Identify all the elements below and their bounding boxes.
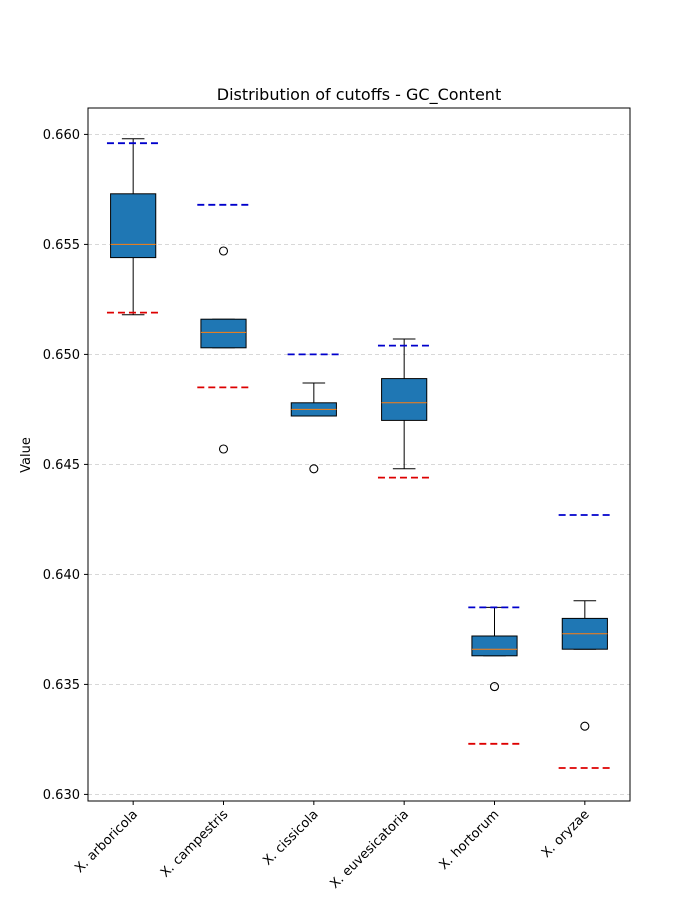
box-iqr [381, 378, 428, 421]
y-tick-label: 0.655 [43, 238, 80, 253]
outlier-point [309, 464, 319, 474]
box-iqr [471, 635, 518, 657]
outlier-point [489, 682, 500, 692]
outlier-point [218, 444, 229, 454]
y-axis-label: Value [19, 437, 34, 473]
plot-frame [87, 107, 631, 802]
y-tick-label: 0.650 [43, 348, 80, 363]
y-tick-label: 0.645 [43, 458, 80, 473]
plot-marks [106, 138, 612, 769]
box-iqr [200, 318, 247, 349]
y-tick-label: 0.640 [43, 568, 80, 583]
y-tick-label: 0.630 [43, 788, 80, 803]
grid-lines [88, 133, 630, 795]
y-tick-label: 0.660 [43, 128, 80, 143]
y-tick-label: 0.635 [43, 678, 80, 693]
chart-title: Distribution of cutoffs - GC_Content [217, 85, 501, 105]
box-iqr [110, 193, 157, 259]
outlier-point [580, 721, 590, 731]
outlier-point [218, 246, 229, 256]
y-axis: 0.630 0.635 0.640 0.645 0.650 0.655 0.660 [43, 128, 88, 803]
